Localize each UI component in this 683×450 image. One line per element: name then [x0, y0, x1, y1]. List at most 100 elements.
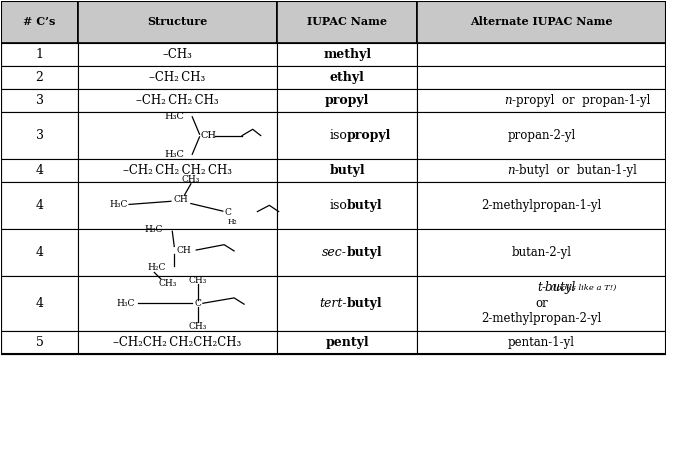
Bar — [1, 229, 78, 276]
Text: CH₃: CH₃ — [189, 322, 207, 331]
Text: 4: 4 — [36, 246, 44, 259]
Text: 4: 4 — [36, 164, 44, 177]
Bar — [277, 229, 417, 276]
Bar — [78, 159, 277, 182]
Text: Alternate IUPAC Name: Alternate IUPAC Name — [471, 17, 613, 27]
Bar — [417, 159, 667, 182]
Text: H₃C: H₃C — [109, 200, 128, 209]
Text: n: n — [504, 94, 512, 107]
Text: methyl: methyl — [323, 48, 371, 61]
Bar — [277, 276, 417, 331]
Text: propyl: propyl — [325, 94, 370, 107]
Text: –CH₂ CH₂ CH₃: –CH₂ CH₂ CH₃ — [137, 94, 219, 107]
Text: n: n — [507, 164, 515, 177]
Bar — [78, 229, 277, 276]
Text: C: C — [224, 208, 231, 217]
Bar — [417, 112, 667, 159]
Bar — [78, 43, 277, 66]
Text: Structure: Structure — [148, 17, 208, 27]
Text: –CH₂CH₂ CH₂CH₂CH₃: –CH₂CH₂ CH₂CH₂CH₃ — [113, 336, 242, 349]
Text: (looks like a T!): (looks like a T!) — [548, 284, 617, 292]
Text: 4: 4 — [36, 297, 44, 310]
Text: 5: 5 — [36, 336, 44, 349]
Text: t: t — [537, 282, 542, 294]
Bar — [277, 43, 417, 66]
Text: -butyl  or  butan-1-yl: -butyl or butan-1-yl — [515, 164, 637, 177]
Text: # C’s: # C’s — [23, 17, 56, 27]
Bar — [417, 89, 667, 112]
Text: CH: CH — [201, 131, 217, 140]
Bar — [277, 1, 417, 43]
Bar — [277, 331, 417, 354]
Bar — [417, 276, 667, 331]
Bar — [417, 331, 667, 354]
Text: 1: 1 — [36, 48, 44, 61]
Text: CH₃: CH₃ — [158, 279, 177, 288]
Text: 3: 3 — [36, 129, 44, 142]
Bar — [277, 66, 417, 89]
Text: –CH₃: –CH₃ — [163, 48, 193, 61]
Bar — [1, 89, 78, 112]
Bar — [277, 112, 417, 159]
Text: iso: iso — [329, 199, 347, 212]
Bar — [277, 182, 417, 229]
Text: ethyl: ethyl — [330, 71, 365, 84]
Bar — [78, 182, 277, 229]
Text: butyl: butyl — [329, 164, 365, 177]
Text: H₃C: H₃C — [116, 299, 135, 308]
Text: or: or — [535, 297, 548, 310]
Text: butyl: butyl — [347, 297, 382, 310]
Text: pentyl: pentyl — [325, 336, 369, 349]
Text: –CH₂ CH₃: –CH₂ CH₃ — [150, 71, 206, 84]
Bar — [277, 89, 417, 112]
Text: 3: 3 — [36, 94, 44, 107]
Text: propan-2-yl: propan-2-yl — [507, 129, 576, 142]
Text: -butyl: -butyl — [542, 282, 576, 294]
Text: iso: iso — [329, 129, 347, 142]
Bar — [417, 1, 667, 43]
Bar — [1, 112, 78, 159]
Text: CH: CH — [177, 246, 192, 255]
Text: pentan-1-yl: pentan-1-yl — [508, 336, 575, 349]
Text: propyl: propyl — [347, 129, 391, 142]
Bar — [277, 159, 417, 182]
Text: CH₃: CH₃ — [182, 175, 200, 184]
Bar — [1, 182, 78, 229]
Text: H₂: H₂ — [227, 218, 237, 226]
Bar — [1, 66, 78, 89]
Text: butan-2-yl: butan-2-yl — [512, 246, 572, 259]
Bar — [417, 66, 667, 89]
Bar — [417, 182, 667, 229]
Text: 2-methylpropan-1-yl: 2-methylpropan-1-yl — [482, 199, 602, 212]
Text: sec-: sec- — [322, 246, 347, 259]
Text: tert-: tert- — [320, 297, 347, 310]
Text: –CH₂ CH₂ CH₂ CH₃: –CH₂ CH₂ CH₂ CH₃ — [123, 164, 232, 177]
Bar — [78, 331, 277, 354]
Bar — [417, 43, 667, 66]
Bar — [1, 331, 78, 354]
Bar — [78, 89, 277, 112]
Text: H₃C: H₃C — [165, 112, 184, 121]
Bar — [1, 276, 78, 331]
Text: IUPAC Name: IUPAC Name — [307, 17, 387, 27]
Bar — [1, 159, 78, 182]
Bar — [78, 66, 277, 89]
Text: 2: 2 — [36, 71, 44, 84]
Text: -propyl  or  propan-1-yl: -propyl or propan-1-yl — [512, 94, 650, 107]
Text: butyl: butyl — [347, 246, 382, 259]
Bar — [1, 43, 78, 66]
Bar — [1, 1, 78, 43]
Bar — [78, 1, 277, 43]
Text: 4: 4 — [36, 199, 44, 212]
Text: CH₃: CH₃ — [189, 275, 207, 284]
Text: 2-methylpropan-2-yl: 2-methylpropan-2-yl — [482, 312, 602, 325]
Bar — [1, 1, 667, 354]
Bar — [78, 112, 277, 159]
Text: butyl: butyl — [347, 199, 382, 212]
Bar — [417, 229, 667, 276]
Text: H₃C: H₃C — [144, 225, 163, 234]
Text: C: C — [194, 299, 201, 308]
Bar — [78, 276, 277, 331]
Text: CH: CH — [173, 195, 189, 204]
Text: H₃C: H₃C — [165, 150, 184, 159]
